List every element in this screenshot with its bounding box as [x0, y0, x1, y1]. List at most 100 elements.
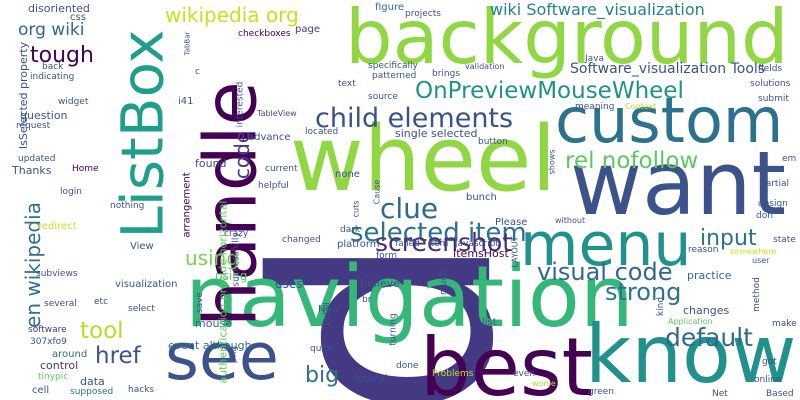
word-much: much: [439, 269, 450, 296]
word-now: Now: [318, 304, 340, 315]
word-cause: Cause: [372, 179, 382, 205]
word-make: make: [772, 319, 797, 329]
word-updated: updated: [18, 154, 56, 164]
word-want: want: [570, 132, 787, 235]
word-background: background: [345, 0, 789, 81]
word-itemshost: ItemsHost: [453, 247, 509, 260]
word-solutions: solutions: [750, 79, 791, 89]
word-see: see: [165, 320, 279, 395]
word-located: located: [305, 127, 339, 137]
word-context: Context: [625, 102, 657, 111]
word-rel-nofollow: rel nofollow: [565, 148, 699, 174]
word-dark: dark: [340, 225, 361, 235]
word-crazy: crazy: [224, 229, 249, 239]
word-brings: brings: [432, 69, 461, 79]
word-subviews: subviews: [36, 269, 78, 279]
word-design: design: [758, 199, 788, 209]
word-found: found: [195, 157, 227, 170]
word-event-although: event although: [168, 339, 252, 352]
word-meaning: meaning: [575, 102, 615, 112]
word-layout: LAYOUT: [510, 236, 520, 268]
word-navigation: navigation: [185, 248, 634, 347]
word-several: several: [44, 299, 77, 309]
word-partial: partial: [760, 179, 789, 189]
word-changes: changes: [683, 304, 730, 317]
word-mouse: mouse: [195, 317, 232, 330]
word-menu: menu: [520, 210, 692, 280]
word-child-elements: child elements: [315, 103, 514, 134]
word-em: em: [782, 154, 797, 164]
word-307xfo9: 307xfo9: [30, 337, 67, 347]
word-java: Java: [585, 54, 605, 64]
word-request: request: [16, 121, 51, 131]
word-redirect: redirect: [38, 221, 77, 232]
word-clue: clue: [380, 192, 439, 225]
word-net: Net: [712, 389, 728, 399]
word-list: list: [482, 317, 497, 328]
word-detail: Detail: [321, 302, 331, 326]
word-text: text: [338, 79, 356, 89]
word-handle: handle: [188, 81, 273, 327]
word-kind: kind: [656, 296, 667, 317]
word-visualization: visualization: [115, 279, 178, 290]
word-item: item: [428, 239, 449, 249]
word-thanks: Thanks: [12, 164, 52, 177]
word-select: select: [128, 304, 155, 314]
word-page: page: [295, 24, 320, 35]
word-best: best: [420, 321, 594, 400]
word-successfully: successfully: [231, 232, 242, 287]
word-done: done: [396, 361, 419, 371]
word-turning: turning: [388, 313, 399, 346]
word-somewhere: somewhere: [730, 247, 777, 256]
word-save: save: [195, 291, 206, 314]
word-changed: changed: [282, 235, 321, 245]
word-big: big: [305, 363, 340, 388]
word-advance: advance: [248, 132, 291, 143]
word-don: don: [756, 211, 773, 221]
word-nothing: nothing: [110, 201, 145, 211]
word-believe: believe: [360, 277, 400, 290]
word-widget: widget: [58, 97, 89, 107]
word-button: button: [478, 137, 508, 147]
word-br: br: [362, 295, 372, 305]
word-tinypic: tinypic: [38, 372, 69, 382]
word-quite: quite: [310, 344, 333, 354]
word-single-selected: single selected: [395, 127, 478, 140]
word-onpreviewmousewheel: OnPreviewMouseWheel: [415, 78, 684, 104]
word-based: Based: [766, 389, 794, 399]
word-platform: platform: [337, 239, 380, 250]
word-interested: interested: [235, 81, 246, 128]
word-etc: etc: [94, 297, 109, 307]
word-href: href: [95, 343, 141, 369]
word-figure: figure: [375, 2, 405, 13]
word-none: none: [335, 169, 360, 180]
word-visual-code: visual code: [537, 258, 673, 286]
word-javascript: javascript: [455, 239, 499, 249]
word-i41: i41: [178, 96, 194, 107]
word-org-wiki: org wiki: [18, 20, 85, 40]
word-around: around: [52, 349, 88, 360]
word-worse: worse: [532, 379, 556, 388]
word-tabbar: TabBar: [183, 31, 192, 56]
word-form: form: [376, 251, 397, 261]
word-back: back: [42, 62, 64, 72]
word-wiki-software-visualization: wiki Software_visualization: [490, 0, 705, 19]
word-disoriented: disoriented: [28, 2, 90, 15]
word-failed: failed: [395, 239, 420, 249]
word-wikipedia-org: wikipedia org: [165, 3, 299, 27]
word-c: c: [195, 67, 200, 77]
word-cell: cell: [32, 385, 50, 396]
word-css: css: [70, 12, 86, 23]
word-strong: strong: [605, 278, 682, 306]
word-online: online: [754, 375, 782, 385]
word-reason: reason: [688, 245, 719, 255]
word-selected-item: selected item: [350, 218, 527, 248]
word-indicating: indicating: [30, 72, 75, 82]
word-panel: Panel: [0, 147, 13, 331]
word-know: know: [585, 308, 797, 400]
word-software: software: [28, 325, 67, 335]
word-tutorial: tutorial: [355, 374, 388, 384]
word-specifically: specifically: [368, 61, 418, 71]
word-without: without: [555, 216, 586, 225]
